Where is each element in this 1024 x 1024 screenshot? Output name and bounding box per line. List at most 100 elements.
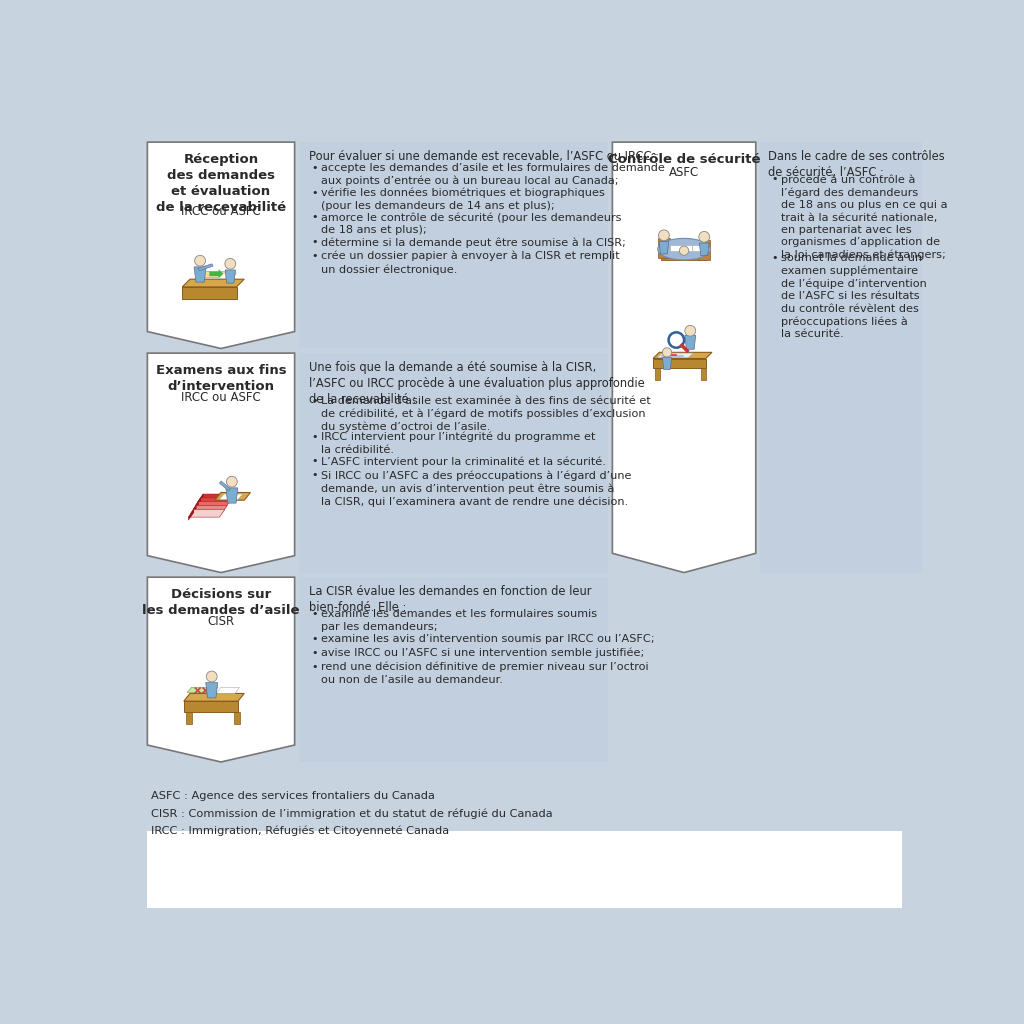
Text: Réception
des demandes
et évaluation
de la recevabilité: Réception des demandes et évaluation de … xyxy=(156,153,286,214)
Polygon shape xyxy=(196,498,201,509)
Polygon shape xyxy=(147,142,295,348)
Text: Pour évaluer si une demande est recevable, l’ASFC ou IRCC :: Pour évaluer si une demande est recevabl… xyxy=(308,150,658,163)
FancyBboxPatch shape xyxy=(299,353,607,572)
Text: soumet la demande à un
examen supplémentaire
de l’équipe d’intervention
de l’ASF: soumet la demande à un examen supplément… xyxy=(780,253,927,339)
Polygon shape xyxy=(663,357,672,370)
Polygon shape xyxy=(657,239,670,249)
Polygon shape xyxy=(190,506,197,516)
Text: IRCC ou ASFC: IRCC ou ASFC xyxy=(181,205,261,218)
Text: L’ASFC intervient pour la criminalité et la sécurité.: L’ASFC intervient pour la criminalité et… xyxy=(321,457,606,467)
Polygon shape xyxy=(188,509,194,520)
Text: •: • xyxy=(311,662,318,672)
Polygon shape xyxy=(198,494,203,505)
Text: •: • xyxy=(771,174,778,184)
Circle shape xyxy=(685,326,695,336)
Text: examine les avis d’intervention soumis par IRCC ou l’ASFC;: examine les avis d’intervention soumis p… xyxy=(321,634,654,644)
Text: •: • xyxy=(311,457,318,466)
Polygon shape xyxy=(182,287,237,299)
Polygon shape xyxy=(653,352,712,358)
Polygon shape xyxy=(147,578,295,762)
Circle shape xyxy=(663,348,672,357)
Polygon shape xyxy=(657,353,693,357)
Polygon shape xyxy=(655,368,660,380)
Polygon shape xyxy=(234,712,240,724)
Circle shape xyxy=(679,246,689,255)
Polygon shape xyxy=(194,502,199,512)
Polygon shape xyxy=(196,498,231,506)
Text: •: • xyxy=(311,251,318,261)
Text: Contrôle de sécurité: Contrôle de sécurité xyxy=(608,153,760,166)
Text: ASFC : Agence des services frontaliers du Canada: ASFC : Agence des services frontaliers d… xyxy=(152,792,435,801)
Polygon shape xyxy=(660,255,708,260)
Polygon shape xyxy=(198,264,213,270)
FancyBboxPatch shape xyxy=(147,830,902,907)
Polygon shape xyxy=(219,481,230,490)
Polygon shape xyxy=(188,509,225,517)
Text: examine les demandes et les formulaires soumis
par les demandeurs;: examine les demandes et les formulaires … xyxy=(321,609,597,632)
Text: Examens aux fins
d’intervention: Examens aux fins d’intervention xyxy=(156,364,287,393)
Text: détermine si la demande peut être soumise à la CISR;: détermine si la demande peut être soumis… xyxy=(321,238,626,248)
Polygon shape xyxy=(198,271,230,278)
Polygon shape xyxy=(670,245,681,252)
Text: IRCC intervient pour l’intégrité du programme et
la crédibilité.: IRCC intervient pour l’intégrité du prog… xyxy=(321,432,595,455)
Polygon shape xyxy=(701,368,706,380)
Text: vérifie les données biométriques et biographiques
(pour les demandeurs de 14 ans: vérifie les données biométriques et biog… xyxy=(321,187,605,211)
Polygon shape xyxy=(225,270,236,283)
Text: •: • xyxy=(311,396,318,407)
Text: Une fois que la demande a été soumise à la CISR,
l’ASFC ou IRCC procède à une év: Une fois que la demande a été soumise à … xyxy=(308,360,644,406)
Text: IRCC ou ASFC: IRCC ou ASFC xyxy=(181,391,261,403)
Text: CISR : Commission de l’immigration et du statut de réfugié du Canada: CISR : Commission de l’immigration et du… xyxy=(152,808,553,818)
Polygon shape xyxy=(685,336,695,349)
Text: •: • xyxy=(311,187,318,198)
Polygon shape xyxy=(216,687,240,693)
Text: •: • xyxy=(311,634,318,644)
Polygon shape xyxy=(612,142,756,572)
Polygon shape xyxy=(692,245,702,252)
Polygon shape xyxy=(215,493,251,500)
Text: CISR: CISR xyxy=(208,614,234,628)
Text: •: • xyxy=(311,213,318,222)
FancyBboxPatch shape xyxy=(299,142,607,348)
FancyBboxPatch shape xyxy=(761,142,927,572)
Circle shape xyxy=(225,258,236,269)
Polygon shape xyxy=(209,269,223,279)
Text: •: • xyxy=(771,253,778,263)
Polygon shape xyxy=(194,502,229,509)
Circle shape xyxy=(698,231,710,243)
Text: •: • xyxy=(311,648,318,657)
Polygon shape xyxy=(182,280,245,287)
Polygon shape xyxy=(187,687,218,692)
Text: La demande d’asile est examinée à des fins de sécurité et
de crédibilité, et à l: La demande d’asile est examinée à des fi… xyxy=(321,396,650,432)
Text: La CISR évalue les demandes en fonction de leur
bien-fondé. Elle :: La CISR évalue les demandes en fonction … xyxy=(308,585,591,613)
Text: amorce le contrôle de sécurité (pour les demandeurs
de 18 ans et plus);: amorce le contrôle de sécurité (pour les… xyxy=(321,213,622,236)
Polygon shape xyxy=(198,494,234,502)
Polygon shape xyxy=(226,487,238,503)
Circle shape xyxy=(226,476,238,487)
Polygon shape xyxy=(681,245,692,252)
Text: Décisions sur
les demandes d’asile: Décisions sur les demandes d’asile xyxy=(142,588,300,616)
Polygon shape xyxy=(698,240,711,251)
Text: Si IRCC ou l’ASFC a des préoccupations à l’égard d’une
demande, un avis d’interv: Si IRCC ou l’ASFC a des préoccupations à… xyxy=(321,470,632,507)
Polygon shape xyxy=(217,273,237,279)
Polygon shape xyxy=(206,683,218,698)
Polygon shape xyxy=(653,358,706,368)
Polygon shape xyxy=(659,242,669,254)
Polygon shape xyxy=(183,693,245,701)
Circle shape xyxy=(206,671,217,682)
Text: Dans le cadre de ses contrôles
de sécurité, l’ASFC :: Dans le cadre de ses contrôles de sécuri… xyxy=(768,150,945,179)
Text: •: • xyxy=(311,432,318,441)
Polygon shape xyxy=(183,701,238,712)
Polygon shape xyxy=(657,249,670,258)
Polygon shape xyxy=(698,251,711,260)
Text: •: • xyxy=(311,163,318,173)
Polygon shape xyxy=(186,712,191,724)
Circle shape xyxy=(658,230,670,241)
Polygon shape xyxy=(219,494,243,500)
Text: procède à un contrôle à
l’égard des demandeurs
de 18 ans ou plus en ce qui a
tra: procède à un contrôle à l’égard des dema… xyxy=(780,174,947,260)
Text: •: • xyxy=(311,609,318,620)
Text: ASFC: ASFC xyxy=(669,166,699,179)
Text: •: • xyxy=(311,238,318,247)
Text: accepte les demandes d’asile et les formulaires de demande
aux points d’entrée o: accepte les demandes d’asile et les form… xyxy=(321,163,665,186)
Polygon shape xyxy=(147,353,295,572)
Text: rend une décision définitive de premier niveau sur l’octroi
ou non de l’asile au: rend une décision définitive de premier … xyxy=(321,662,648,685)
